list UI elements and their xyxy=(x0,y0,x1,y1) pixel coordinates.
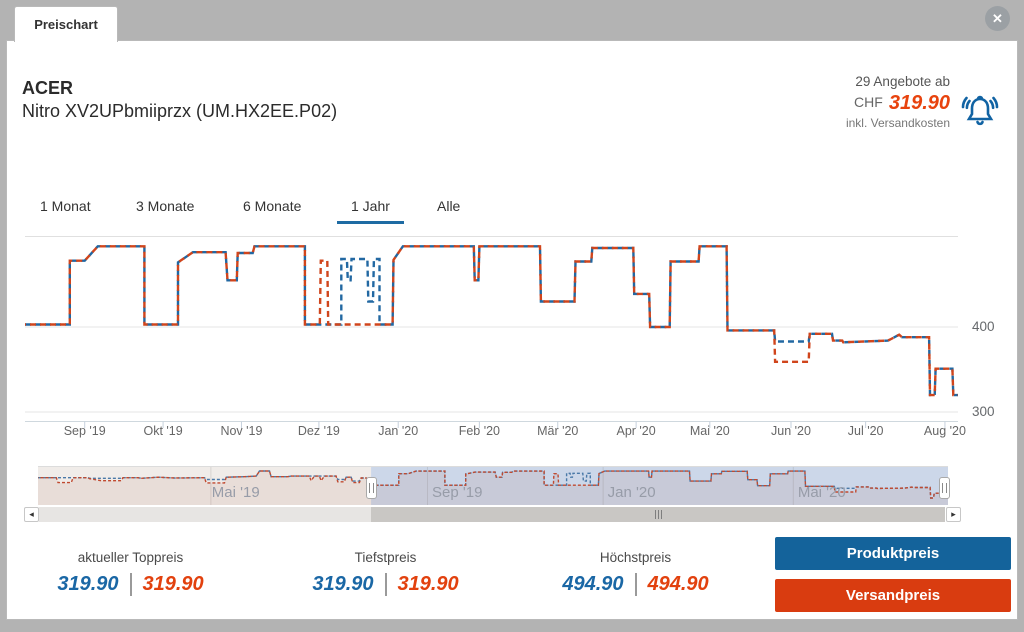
x-axis-label: Okt '19 xyxy=(143,424,183,438)
versandpreis-series-line xyxy=(25,245,958,397)
navigator-versandpreis-line xyxy=(38,470,948,499)
stat-label: Tiefstpreis xyxy=(354,550,417,565)
handle-grip-icon xyxy=(942,483,947,493)
x-axis-label: Mai '20 xyxy=(689,424,730,438)
stat-divider xyxy=(129,573,132,596)
offer-summary: 29 Angebote ab CHF 319.90 inkl. Versandko… xyxy=(846,74,950,130)
x-axis-labels: Sep '19 Okt '19 Nov '19 Dez '19 Jan '20 Feb '… xyxy=(25,424,966,440)
stat-versandpreis-value: 494.90 xyxy=(647,573,709,595)
scrollbar-left-arrow[interactable]: ◂ xyxy=(24,507,39,522)
stat-versandpreis-value: 319.90 xyxy=(397,573,459,595)
price-alert-bell-icon[interactable] xyxy=(957,89,1003,135)
product-brand: ACER xyxy=(22,78,74,98)
best-price-value: 319.90 xyxy=(888,92,950,114)
stat-aktueller-toppreis: aktueller Toppreis 319.90 319.90 xyxy=(28,550,233,596)
stat-produktpreis-value: 494.90 xyxy=(562,573,624,595)
stat-tiefstpreis: Tiefstpreis 319.90 319.90 xyxy=(283,550,488,596)
close-button[interactable]: ✕ xyxy=(985,6,1010,31)
best-price-line: CHF 319.90 xyxy=(846,92,950,115)
stat-label: Höchstpreis xyxy=(599,550,672,565)
currency-label: CHF xyxy=(854,94,883,110)
produktpreis-button[interactable]: Produktpreis xyxy=(775,537,1011,570)
x-axis-label: Dez '19 xyxy=(297,424,340,438)
navigator-area-fill xyxy=(38,471,948,505)
stat-produktpreis-value: 319.90 xyxy=(57,573,119,595)
navigator-selected-region xyxy=(371,466,948,505)
x-axis-label: Jan '20 xyxy=(378,424,419,438)
navigator-produktpreis-line xyxy=(38,470,948,499)
shipping-note: inkl. Versandkosten xyxy=(845,116,950,130)
chart-navigator[interactable] xyxy=(38,466,948,505)
x-axis-label: Aug '20 xyxy=(923,424,966,438)
scrollbar-grip-icon xyxy=(654,510,662,519)
produktpreis-series-line xyxy=(25,245,958,397)
range-6-monate[interactable]: 6 Monate xyxy=(243,198,302,214)
navigator-unselected-region xyxy=(38,466,372,505)
price-history-chart[interactable] xyxy=(25,236,958,428)
x-axis-label: Mär '20 xyxy=(537,424,579,438)
stat-label: aktueller Toppreis xyxy=(77,550,184,565)
versandpreis-button[interactable]: Versandpreis xyxy=(775,579,1011,612)
y-axis-label: 400 xyxy=(972,319,995,334)
x-axis-label: Feb '20 xyxy=(458,424,501,438)
handle-grip-icon xyxy=(369,483,374,493)
x-axis-label: Jun '20 xyxy=(771,424,811,438)
range-alle[interactable]: Alle xyxy=(437,198,461,214)
x-axis-label: Nov '19 xyxy=(220,424,263,438)
stat-hoechstpreis: Höchstpreis 494.90 494.90 xyxy=(533,550,738,596)
stat-produktpreis-value: 319.90 xyxy=(312,573,374,595)
range-3-monate[interactable]: 3 Monate xyxy=(136,198,195,214)
scrollbar-right-arrow[interactable]: ▸ xyxy=(946,507,961,522)
scrollbar-thumb[interactable] xyxy=(371,507,945,522)
product-model: Nitro XV2UPbmiiprzx (UM.HX2EE.P02) xyxy=(22,101,338,121)
x-axis-label: Sep '19 xyxy=(63,424,106,438)
stat-divider xyxy=(384,573,387,596)
navigator-right-handle[interactable] xyxy=(939,477,950,499)
close-icon: ✕ xyxy=(992,10,1003,26)
range-1-monat[interactable]: 1 Monat xyxy=(40,198,91,214)
dialog-panel xyxy=(6,40,1018,620)
stat-versandpreis-value: 319.90 xyxy=(142,573,204,595)
navigator-left-handle[interactable] xyxy=(366,477,377,499)
y-axis-label: 300 xyxy=(972,404,995,419)
range-1-jahr[interactable]: 1 Jahr xyxy=(337,198,404,224)
x-axis-label: Apr '20 xyxy=(616,424,656,438)
x-axis-label: Jul '20 xyxy=(847,424,884,438)
tab-preischart[interactable]: Preischart xyxy=(14,6,118,42)
tab-label: Preischart xyxy=(34,17,98,32)
stat-divider xyxy=(634,573,637,596)
offers-count: 29 Angebote ab xyxy=(855,74,950,89)
